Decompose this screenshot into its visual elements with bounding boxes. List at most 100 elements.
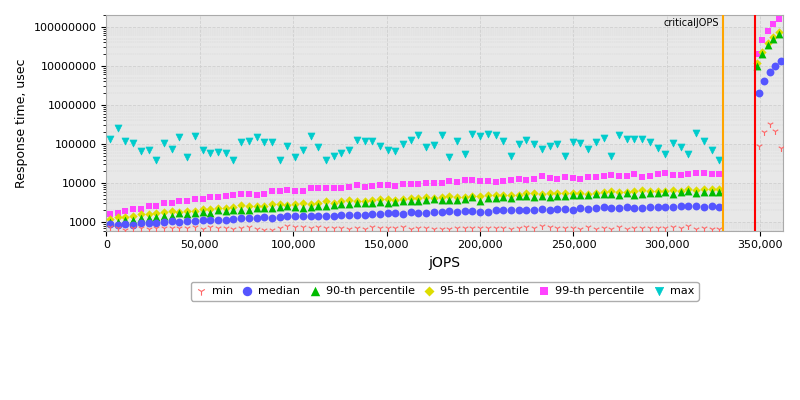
90-th percentile [242,207,255,213]
min [705,226,718,232]
99-th percentile [666,171,679,178]
95-th percentile [342,196,355,203]
90-th percentile [335,201,348,208]
95-th percentile [404,195,417,202]
90-th percentile [682,188,695,194]
95-th percentile [258,203,270,209]
99-th percentile [382,182,394,188]
median [204,216,217,223]
max [605,153,618,160]
max [281,143,294,149]
99-th percentile [327,184,340,191]
median [682,203,695,209]
95-th percentile [528,190,541,196]
95-th percentile [590,190,602,196]
max [211,149,224,155]
min [543,224,556,230]
99-th percentile [613,172,626,179]
max [435,132,448,138]
99-th percentile [335,185,348,192]
min [389,225,402,232]
max [111,125,124,132]
95-th percentile [435,194,448,200]
95-th percentile [304,201,317,207]
median [443,208,456,214]
95-th percentile [613,188,626,195]
90-th percentile [358,200,371,206]
median [412,210,425,216]
median [450,209,463,216]
90-th percentile [435,196,448,203]
median [690,203,702,209]
90-th percentile [342,200,355,207]
90-th percentile [234,207,247,214]
median [769,63,782,69]
max [181,153,194,160]
90-th percentile [651,190,664,196]
max [636,136,649,142]
median [327,212,340,219]
max [389,148,402,154]
median [366,211,378,217]
95-th percentile [134,211,147,218]
99-th percentile [643,173,656,179]
95-th percentile [443,192,456,199]
90-th percentile [126,217,139,224]
min [204,224,217,230]
median [490,207,502,214]
min [219,224,232,231]
max [350,136,363,143]
min [289,224,302,230]
95-th percentile [319,198,332,204]
95-th percentile [628,188,641,194]
median [482,208,494,215]
90-th percentile [474,198,486,204]
median [763,69,776,75]
90-th percentile [327,202,340,208]
median [219,217,232,223]
median [497,207,510,213]
90-th percentile [274,204,286,210]
max [613,132,626,138]
90-th percentile [566,192,579,198]
90-th percentile [756,51,769,57]
max [150,156,162,163]
90-th percentile [158,213,170,219]
90-th percentile [750,63,763,69]
99-th percentile [389,183,402,189]
90-th percentile [713,189,726,195]
max [543,143,556,150]
95-th percentile [142,211,155,217]
95-th percentile [234,202,247,209]
99-th percentile [597,173,610,180]
min [590,226,602,232]
max [698,138,710,144]
min [274,225,286,231]
max [304,133,317,139]
95-th percentile [104,216,117,223]
min [551,225,564,232]
max [404,137,417,143]
min [358,225,371,232]
95-th percentile [651,188,664,194]
99-th percentile [466,176,479,183]
90-th percentile [211,207,224,214]
max [528,140,541,147]
99-th percentile [404,181,417,187]
95-th percentile [250,203,263,209]
max [189,133,202,139]
median [266,214,278,221]
90-th percentile [773,31,786,37]
99-th percentile [582,174,594,180]
median [435,209,448,215]
min [397,224,410,230]
max [752,5,765,11]
max [682,150,695,157]
max [312,144,325,151]
min [111,224,124,231]
min [490,225,502,231]
min [250,226,263,232]
90-th percentile [166,212,178,219]
max [512,140,525,147]
99-th percentile [528,176,541,182]
